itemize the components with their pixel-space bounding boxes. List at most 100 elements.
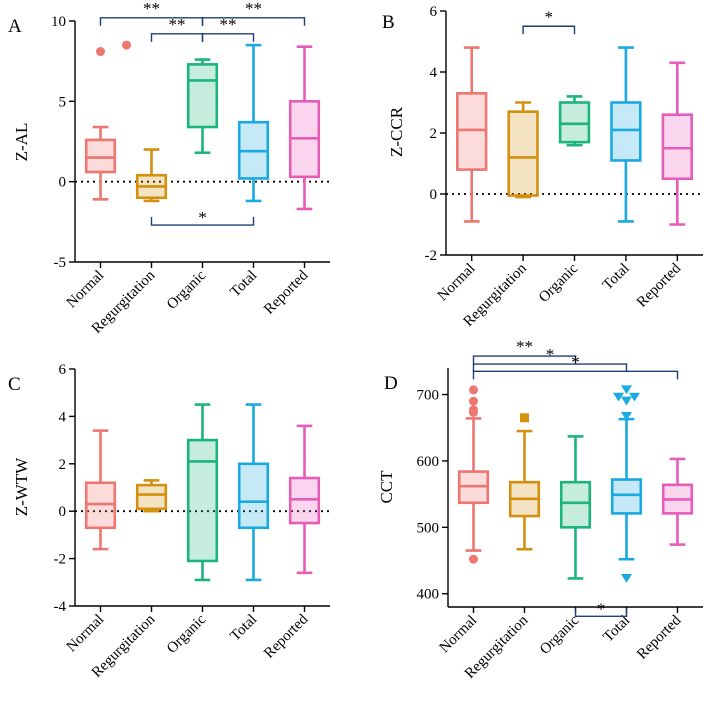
y-axis-label: Z-WTW — [12, 457, 31, 516]
y-tick-label: 500 — [417, 520, 440, 536]
x-tick-label: Reported — [261, 267, 312, 318]
outlier-point — [520, 413, 529, 423]
outlier-point — [469, 405, 478, 415]
iqr-box — [559, 480, 592, 529]
y-tick-label: 0 — [59, 504, 67, 520]
x-tick-label: Normal — [64, 268, 108, 312]
x-tick-label: Total — [600, 613, 633, 646]
y-tick-label: 0 — [430, 187, 438, 203]
x-tick-label: Normal — [64, 612, 108, 656]
y-tick-label: 600 — [417, 454, 440, 470]
bracket-line — [472, 355, 577, 365]
significance-label: * — [571, 352, 580, 371]
y-tick-label: 2 — [430, 126, 438, 142]
bracket-line — [472, 363, 628, 373]
significance-bracket: ** — [201, 15, 255, 42]
y-tick-label: 6 — [59, 362, 67, 378]
significance-label: ** — [143, 0, 160, 18]
significance-bracket: ** — [472, 337, 577, 365]
y-tick-label: 6 — [430, 4, 438, 20]
box-reported — [288, 45, 321, 211]
iqr-box — [507, 110, 539, 197]
y-tick-label: -4 — [54, 599, 67, 615]
box-reported — [661, 61, 693, 226]
iqr-box — [186, 63, 219, 129]
iqr-box — [610, 478, 643, 515]
panel-letter: C — [8, 374, 21, 395]
box-reported — [661, 457, 694, 546]
y-tick-label: -5 — [54, 255, 67, 271]
box-regurgitation — [135, 148, 168, 203]
x-tick-label: Reported — [634, 612, 685, 663]
box-total — [237, 403, 270, 582]
y-tick-label: 4 — [430, 65, 438, 81]
x-tick-label: Reported — [261, 611, 312, 662]
significance-bracket: ** — [99, 0, 204, 26]
bracket-line — [201, 33, 255, 42]
box-regurgitation — [135, 479, 168, 513]
box-normal — [84, 429, 117, 551]
significance-label: * — [597, 599, 606, 618]
y-tick-label: 700 — [417, 388, 440, 404]
outlier-point — [122, 40, 131, 50]
outlier-point — [621, 396, 632, 406]
significance-label: * — [546, 345, 555, 364]
bracket-line — [150, 217, 255, 226]
y-axis-label: Z-CCR — [387, 106, 406, 157]
outlier-point — [613, 392, 624, 402]
significance-bracket: * — [472, 352, 679, 380]
box-organic — [558, 95, 591, 147]
y-tick-label: 5 — [59, 94, 67, 110]
iqr-box — [456, 92, 488, 171]
x-tick-label: Organic — [536, 260, 582, 306]
iqr-box — [558, 101, 591, 144]
x-tick-label: Normal — [435, 261, 479, 305]
panel-letter: B — [382, 12, 395, 33]
significance-bracket: * — [472, 345, 628, 373]
box-organic — [186, 403, 219, 582]
x-tick-label: Total — [227, 268, 260, 301]
panel-letter: A — [8, 16, 22, 37]
outlier-point — [621, 573, 632, 583]
box-regurgitation — [508, 413, 541, 551]
iqr-box — [84, 138, 117, 174]
x-tick-label: Organic — [164, 611, 210, 657]
outlier-point — [629, 392, 640, 402]
y-tick-label: -2 — [425, 248, 438, 264]
outlier-point — [96, 47, 105, 57]
significance-bracket: * — [574, 599, 628, 618]
x-tick-label: Normal — [437, 613, 481, 657]
box-total — [610, 46, 642, 223]
y-tick-label: 2 — [59, 457, 67, 473]
outlier-point — [469, 396, 478, 406]
significance-bracket: ** — [150, 15, 204, 42]
iqr-box — [610, 101, 642, 162]
bracket-line — [99, 17, 204, 26]
outlier-point — [621, 411, 632, 421]
box-regurgitation — [507, 101, 539, 199]
iqr-box — [135, 483, 168, 511]
x-tick-label: Reported — [634, 260, 685, 311]
outlier-point — [621, 385, 632, 395]
bracket-line — [522, 25, 576, 35]
box-total — [610, 385, 643, 583]
significance-bracket: ** — [201, 0, 306, 26]
outlier-point — [469, 385, 478, 395]
y-tick-label: 400 — [417, 587, 440, 603]
box-organic — [559, 435, 592, 580]
y-axis-label: CCT — [377, 470, 396, 504]
outlier-point — [469, 554, 478, 564]
x-tick-label: Organic — [537, 612, 583, 658]
box-normal — [84, 40, 131, 201]
box-reported — [288, 424, 321, 575]
x-tick-label: Total — [600, 261, 633, 294]
significance-label: ** — [245, 0, 262, 18]
iqr-box — [661, 113, 693, 181]
iqr-box — [237, 462, 270, 530]
significance-label: * — [198, 208, 207, 227]
